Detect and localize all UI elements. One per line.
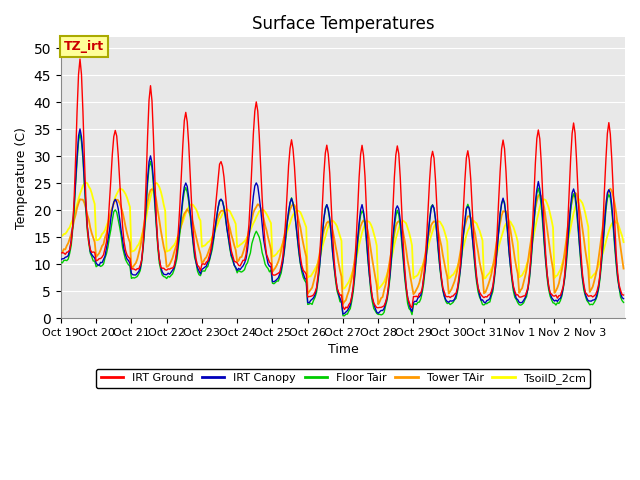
Text: TZ_irt: TZ_irt	[64, 40, 104, 53]
X-axis label: Time: Time	[328, 343, 358, 356]
Title: Surface Temperatures: Surface Temperatures	[252, 15, 435, 33]
Y-axis label: Temperature (C): Temperature (C)	[15, 127, 28, 228]
Legend: IRT Ground, IRT Canopy, Floor Tair, Tower TAir, TsoilD_2cm: IRT Ground, IRT Canopy, Floor Tair, Towe…	[96, 369, 590, 388]
